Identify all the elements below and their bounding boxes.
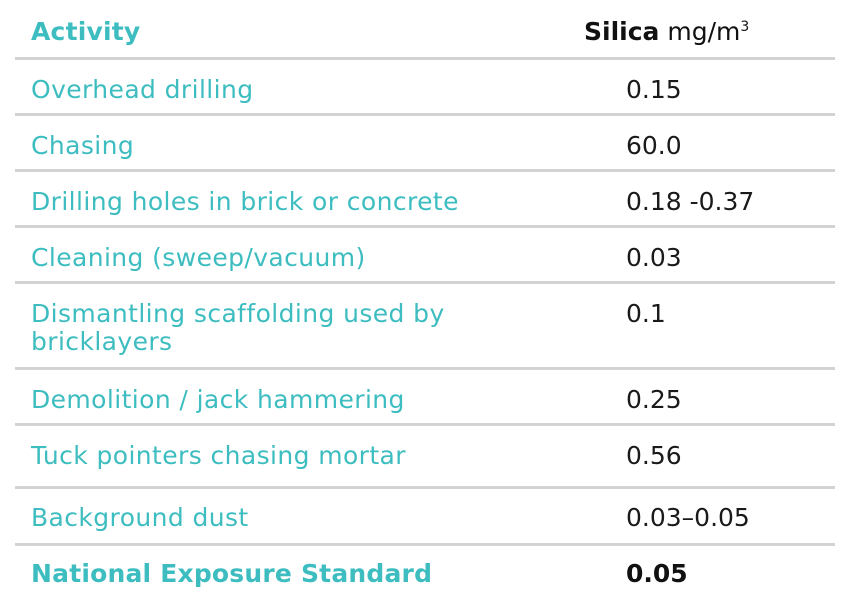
table-row: Drilling holes in brick or concrete 0.18… xyxy=(15,172,835,228)
activity-cell: Cleaning (sweep/vacuum) xyxy=(31,243,366,272)
table-row: Background dust 0.03–0.05 xyxy=(15,489,835,546)
table-header-row: Activity Silica mg/m3 xyxy=(15,0,835,60)
table-row: Demolition / jack hammering 0.25 xyxy=(15,370,835,426)
table-row: Cleaning (sweep/vacuum) 0.03 xyxy=(15,228,835,284)
silica-value-cell: 0.03 xyxy=(626,243,682,272)
silica-exposure-table: Activity Silica mg/m3 Overhead drilling … xyxy=(15,0,835,598)
silica-column-header: Silica mg/m3 xyxy=(584,17,749,46)
activity-cell: Demolition / jack hammering xyxy=(31,385,405,414)
exposure-standard-label: National Exposure Standard xyxy=(31,559,433,588)
activity-column-header: Activity xyxy=(31,17,141,46)
table-row: Tuck pointers chasing mortar 0.56 xyxy=(15,426,835,489)
table-row: Overhead drilling 0.15 xyxy=(15,60,835,116)
silica-value-cell: 60.0 xyxy=(626,131,682,160)
activity-cell: Overhead drilling xyxy=(31,75,254,104)
activity-cell-line-2: bricklayers xyxy=(31,327,173,356)
table-row: Dismantling scaffolding used by bricklay… xyxy=(15,284,835,370)
silica-value-cell: 0.15 xyxy=(626,75,682,104)
table-row: Chasing 60.0 xyxy=(15,116,835,172)
exposure-standard-value: 0.05 xyxy=(626,559,688,588)
exposure-standard-row: National Exposure Standard 0.05 xyxy=(15,546,835,598)
silica-value-cell: 0.03–0.05 xyxy=(626,503,750,532)
silica-header-bold: Silica xyxy=(584,17,660,46)
activity-cell: Chasing xyxy=(31,131,135,160)
silica-value-cell: 0.56 xyxy=(626,441,682,470)
silica-header-unit-exponent: 3 xyxy=(740,19,750,35)
activity-cell: Background dust xyxy=(31,503,249,532)
activity-cell: Tuck pointers chasing mortar xyxy=(31,441,406,470)
silica-header-unit: mg/m xyxy=(667,17,741,46)
activity-cell: Drilling holes in brick or concrete xyxy=(31,187,459,216)
silica-value-cell: 0.25 xyxy=(626,385,682,414)
silica-value-cell: 0.18 -0.37 xyxy=(626,187,755,216)
silica-value-cell: 0.1 xyxy=(626,299,666,328)
activity-cell-line-1: Dismantling scaffolding used by xyxy=(31,299,445,328)
